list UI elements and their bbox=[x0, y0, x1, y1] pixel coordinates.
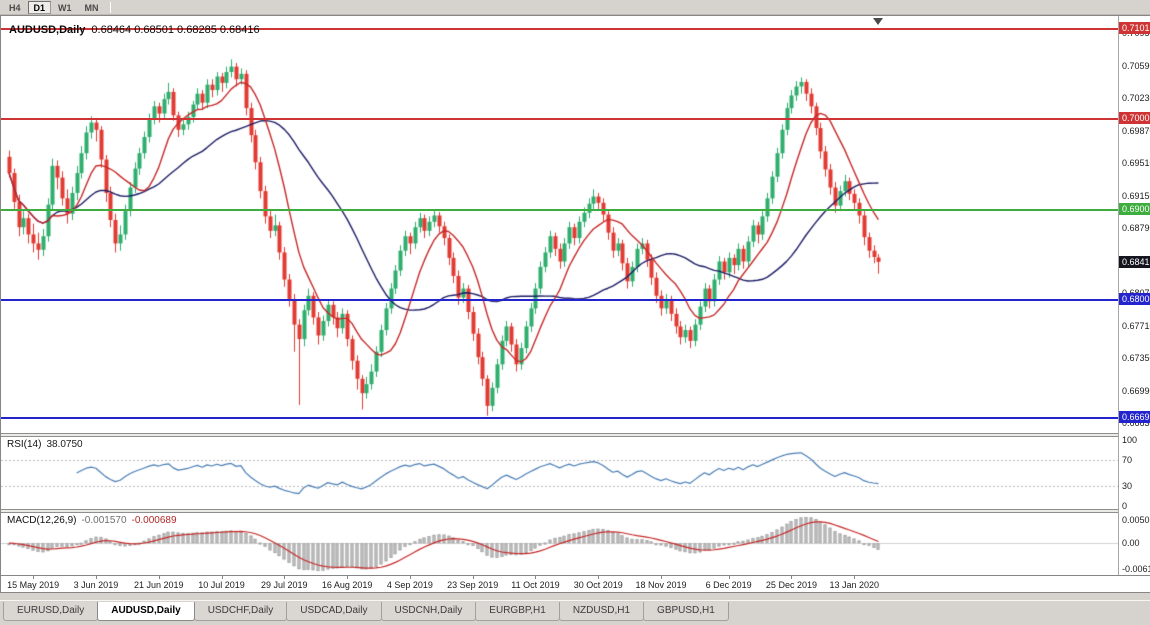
price-line-label: 0.71013 bbox=[1119, 21, 1150, 34]
time-tick bbox=[598, 576, 599, 579]
macd-axis-max-label: 0.005076 bbox=[1122, 515, 1150, 525]
chart-window: AUDUSD,Daily 0.68464 0.68501 0.68285 0.68… bbox=[0, 15, 1150, 593]
time-axis[interactable]: 15 May 2019 3 Jun 2019 21 Jun 2019 10 Jul 2… bbox=[1, 575, 1150, 592]
horizontal-line[interactable] bbox=[1, 118, 1118, 120]
chart-tab-nzdusd-h1[interactable]: NZDUSD,H1 bbox=[558, 602, 645, 621]
time-tick bbox=[791, 576, 792, 579]
chart-shift-marker-icon[interactable] bbox=[873, 18, 883, 25]
date-label: 29 Jul 2019 bbox=[261, 580, 308, 590]
timeframe-button-d1[interactable]: D1 bbox=[27, 0, 52, 14]
chart-tab-eurusd-daily[interactable]: EURUSD,Daily bbox=[3, 602, 99, 621]
macd-axis-zero-label: 0.00 bbox=[1122, 538, 1140, 549]
time-tick bbox=[347, 576, 348, 579]
date-label: 18 Nov 2019 bbox=[635, 580, 687, 590]
macd-indicator-label: MACD(12,26,9) -0.001570 -0.000689 bbox=[7, 515, 177, 526]
time-tick bbox=[535, 576, 536, 579]
date-label: 6 Dec 2019 bbox=[705, 580, 752, 590]
timeframe-toolbar: H4 D1 W1 MN bbox=[0, 0, 1150, 15]
rsi-value: 38.0750 bbox=[46, 439, 83, 450]
timeframe-button-mn[interactable]: MN bbox=[78, 0, 105, 14]
chart-tab-usdcad-daily[interactable]: USDCAD,Daily bbox=[286, 602, 382, 621]
rsi-tick-label: 30 bbox=[1122, 481, 1133, 492]
time-tick bbox=[661, 576, 662, 579]
horizontal-line[interactable] bbox=[1, 209, 1118, 211]
chart-tab-audusd-daily[interactable]: AUDUSD,Daily bbox=[97, 602, 195, 621]
chart-tab-usdchf-daily[interactable]: USDCHF,Daily bbox=[193, 602, 288, 621]
time-tick bbox=[410, 576, 411, 579]
date-label: 30 Oct 2019 bbox=[573, 580, 623, 590]
price-line-label: 0.69001 bbox=[1119, 203, 1150, 216]
chart-title: AUDUSD,Daily 0.68464 0.68501 0.68285 0.68… bbox=[9, 24, 260, 36]
horizontal-line[interactable] bbox=[1, 28, 1118, 30]
time-tick bbox=[33, 576, 34, 579]
chart-tab-gbpusd-h1[interactable]: GBPUSD,H1 bbox=[643, 602, 729, 621]
date-label: 16 Aug 2019 bbox=[321, 580, 373, 590]
macd-name: MACD(12,26,9) bbox=[7, 515, 77, 526]
chart-tab-eurgbp-h1[interactable]: EURGBP,H1 bbox=[475, 602, 560, 621]
date-label: 4 Sep 2019 bbox=[386, 580, 433, 590]
price-line-label: 0.70005 bbox=[1119, 112, 1150, 125]
horizontal-line[interactable] bbox=[1, 299, 1118, 301]
price-line-label: 0.68008 bbox=[1119, 292, 1150, 305]
symbol-period-label: AUDUSD,Daily bbox=[9, 24, 86, 36]
time-tick bbox=[473, 576, 474, 579]
timeframe-button-h4[interactable]: H4 bbox=[3, 0, 27, 14]
date-label: 3 Jun 2019 bbox=[73, 580, 119, 590]
rsi-pane[interactable]: RSI(14) 38.0750 bbox=[1, 437, 1118, 509]
rsi-tick-label: 70 bbox=[1122, 454, 1133, 465]
date-label: 13 Jan 2020 bbox=[829, 580, 880, 590]
macd-signal-value: -0.000689 bbox=[131, 515, 177, 526]
date-label: 21 Jun 2019 bbox=[133, 580, 184, 590]
time-tick bbox=[96, 576, 97, 579]
date-label: 15 May 2019 bbox=[7, 580, 60, 590]
time-tick bbox=[222, 576, 223, 579]
toolbar-separator bbox=[109, 1, 111, 13]
main-price-pane[interactable]: AUDUSD,Daily 0.68464 0.68501 0.68285 0.68… bbox=[1, 17, 1118, 432]
date-label: 25 Dec 2019 bbox=[765, 580, 817, 590]
time-tick bbox=[159, 576, 160, 579]
macd-canvas bbox=[1, 513, 1118, 575]
price-line-label: 0.66699 bbox=[1119, 410, 1150, 423]
horizontal-line[interactable] bbox=[1, 417, 1118, 419]
rsi-tick-label: 0 bbox=[1122, 501, 1128, 511]
candlestick-canvas[interactable] bbox=[1, 17, 1118, 432]
date-label: 23 Sep 2019 bbox=[447, 580, 499, 590]
chart-tab-usdcnh-daily[interactable]: USDCNH,Daily bbox=[380, 602, 477, 621]
rsi-canvas bbox=[1, 437, 1118, 509]
timeframe-button-w1[interactable]: W1 bbox=[52, 0, 78, 14]
macd-axis-min-label: -0.006148 bbox=[1122, 564, 1150, 574]
chart-tab-bar: EURUSD,Daily AUDUSD,Daily USDCHF,Daily USDC… bbox=[0, 600, 1150, 625]
current-price-label: 0.68416 bbox=[1119, 255, 1150, 268]
chart-tab-strip: EURUSD,Daily AUDUSD,Daily USDCHF,Daily USDC… bbox=[3, 602, 729, 621]
rsi-tick-label: 100 bbox=[1122, 435, 1138, 445]
time-tick bbox=[729, 576, 730, 579]
time-tick bbox=[284, 576, 285, 579]
date-label: 11 Oct 2019 bbox=[511, 580, 560, 590]
rsi-name: RSI(14) bbox=[7, 439, 42, 450]
macd-pane[interactable]: MACD(12,26,9) -0.001570 -0.000689 bbox=[1, 513, 1118, 575]
macd-main-value: -0.001570 bbox=[81, 515, 127, 526]
rsi-indicator-label: RSI(14) 38.0750 bbox=[7, 439, 83, 450]
price-axis[interactable]: 0.005076 0.00 -0.006148 0.709500.705900.… bbox=[1118, 16, 1150, 575]
pane-separator[interactable] bbox=[1, 509, 1150, 513]
ohlc-values: 0.68464 0.68501 0.68285 0.68416 bbox=[91, 24, 260, 36]
date-label: 10 Jul 2019 bbox=[198, 580, 245, 590]
pane-separator[interactable] bbox=[1, 433, 1150, 437]
timeframe-button-group: H4 D1 W1 MN bbox=[3, 0, 105, 14]
time-tick bbox=[854, 576, 855, 579]
